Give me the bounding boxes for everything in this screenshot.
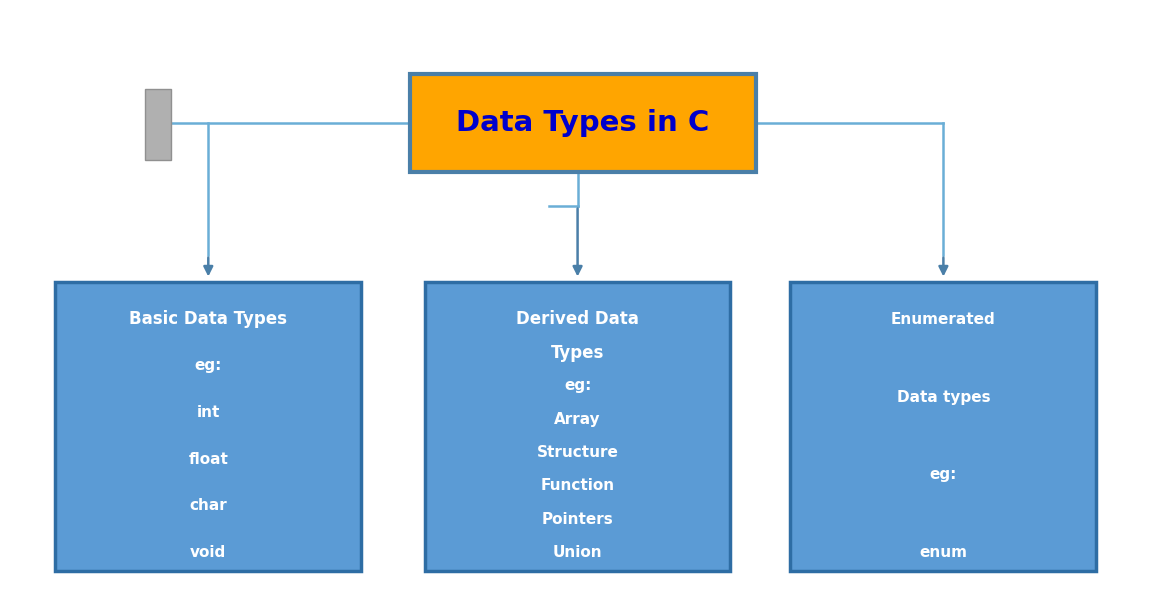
Text: Function: Function xyxy=(540,478,615,494)
Bar xyxy=(55,282,361,571)
Text: Array: Array xyxy=(554,412,601,427)
Text: Types: Types xyxy=(550,344,605,362)
Text: int: int xyxy=(196,405,220,420)
Text: eg:: eg: xyxy=(564,378,591,394)
Bar xyxy=(410,74,756,172)
Text: eg:: eg: xyxy=(930,467,957,483)
Text: void: void xyxy=(190,545,226,560)
Text: Data types: Data types xyxy=(897,389,990,405)
Text: Union: Union xyxy=(553,545,602,560)
Text: Structure: Structure xyxy=(537,445,619,460)
Text: eg:: eg: xyxy=(195,359,222,373)
Text: Derived Data: Derived Data xyxy=(516,310,639,328)
Bar xyxy=(425,282,730,571)
Text: Enumerated: Enumerated xyxy=(891,312,996,327)
Text: enum: enum xyxy=(920,545,967,560)
Bar xyxy=(145,89,171,160)
Text: float: float xyxy=(188,452,228,467)
Text: Pointers: Pointers xyxy=(541,511,614,527)
Text: Basic Data Types: Basic Data Types xyxy=(129,310,287,328)
Bar xyxy=(790,282,1096,571)
Text: char: char xyxy=(189,499,227,513)
Text: Data Types in C: Data Types in C xyxy=(456,109,710,137)
